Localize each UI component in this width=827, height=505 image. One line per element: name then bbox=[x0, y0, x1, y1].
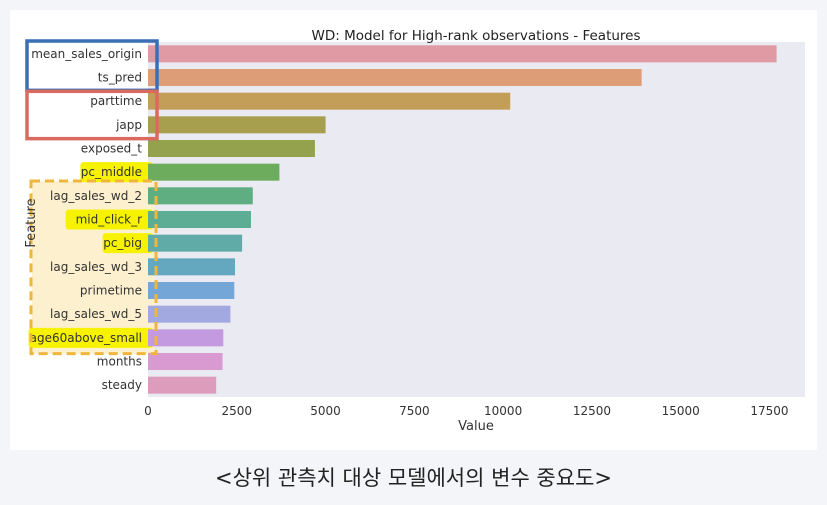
x-tick-label: 12500 bbox=[573, 404, 611, 418]
chart-title: WD: Model for High-rank observations - F… bbox=[311, 28, 640, 44]
x-tick-label: 17500 bbox=[750, 404, 788, 418]
bar-exposed_t bbox=[148, 140, 315, 157]
y-tick-label: exposed_t bbox=[81, 142, 142, 156]
y-tick-label: mid_click_r bbox=[76, 213, 142, 227]
bar-parttime bbox=[148, 92, 511, 110]
y-tick-label: mean_sales_origin bbox=[31, 47, 142, 61]
bar-mid_click_r bbox=[148, 211, 251, 228]
y-tick-label: pc_middle bbox=[81, 165, 142, 179]
bar-age60above_small bbox=[148, 329, 224, 347]
y-tick-label: months bbox=[97, 355, 142, 369]
y-tick-label: lag_sales_wd_2 bbox=[50, 189, 142, 203]
bar-lag_sales_wd_2 bbox=[148, 187, 253, 205]
x-tick-label: 2500 bbox=[222, 404, 253, 418]
bar-ts_pred bbox=[148, 69, 642, 86]
bar-months bbox=[148, 353, 223, 370]
figure-caption: <상위 관측치 대상 모델에서의 변수 중요도> bbox=[214, 466, 612, 490]
bar-japp bbox=[148, 116, 326, 134]
x-axis-label: Value bbox=[458, 419, 494, 434]
bar-pc_middle bbox=[148, 163, 280, 181]
x-tick-label: 7500 bbox=[399, 404, 430, 418]
yellow-highlight-pc_middle bbox=[80, 162, 153, 183]
x-tick-label: 10000 bbox=[484, 404, 522, 418]
chart-card: mean_sales_origin ts_pred parttime japp expo… bbox=[10, 10, 817, 450]
bar-lag_sales_wd_5 bbox=[148, 305, 231, 323]
bar-mean_sales_origin bbox=[148, 45, 777, 63]
y-tick-label: pc_big bbox=[103, 236, 142, 250]
yellow-highlight-age60above_small bbox=[28, 327, 154, 348]
y-tick-label: parttime bbox=[90, 94, 142, 108]
bar-primetime bbox=[148, 282, 235, 299]
x-tick-label: 0 bbox=[144, 404, 152, 418]
x-tick-label: 15000 bbox=[662, 404, 700, 418]
bar-steady bbox=[148, 376, 217, 394]
feature-importance-chart: mean_sales_origin ts_pred parttime japp expo… bbox=[24, 28, 805, 434]
y-tick-label: lag_sales_wd_3 bbox=[50, 260, 142, 274]
y-tick-label: ts_pred bbox=[98, 71, 142, 85]
bar-pc_big bbox=[148, 234, 243, 252]
y-tick-label: steady bbox=[102, 378, 142, 392]
x-tick-label: 5000 bbox=[310, 404, 341, 418]
y-tick-label: primetime bbox=[80, 284, 142, 298]
orange-dashed-box bbox=[29, 179, 158, 356]
y-axis-label: Feature bbox=[24, 198, 39, 247]
bar-lag_sales_wd_3 bbox=[148, 258, 236, 276]
y-tick-label: age60above_small bbox=[30, 331, 142, 345]
yellow-highlight-mid_click_r bbox=[65, 209, 153, 230]
yellow-highlight-pc_big bbox=[102, 233, 153, 254]
y-tick-label: lag_sales_wd_5 bbox=[50, 307, 142, 321]
y-tick-label: japp bbox=[115, 118, 142, 132]
red-annotation-box bbox=[25, 89, 159, 141]
